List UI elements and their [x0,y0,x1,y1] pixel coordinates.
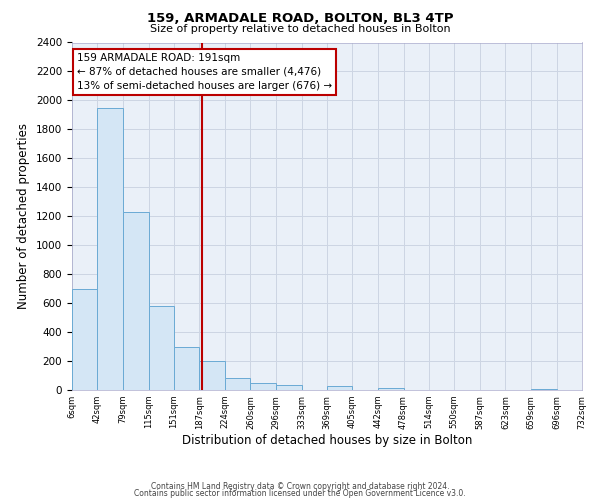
Text: Contains public sector information licensed under the Open Government Licence v3: Contains public sector information licen… [134,490,466,498]
Bar [149,306,174,390]
Bar [531,388,557,390]
Text: Size of property relative to detached houses in Bolton: Size of property relative to detached ho… [149,24,451,34]
Bar [225,378,250,390]
Bar [327,386,352,390]
Text: 159 ARMADALE ROAD: 191sqm
← 87% of detached houses are smaller (4,476)
13% of se: 159 ARMADALE ROAD: 191sqm ← 87% of detac… [77,53,332,91]
Bar [378,388,404,390]
Bar [97,108,123,390]
Bar [199,361,225,390]
Bar [250,384,276,390]
Bar [123,212,149,390]
Text: Contains HM Land Registry data © Crown copyright and database right 2024.: Contains HM Land Registry data © Crown c… [151,482,449,491]
Bar [276,385,302,390]
Y-axis label: Number of detached properties: Number of detached properties [17,123,31,309]
Bar [174,346,199,390]
Bar [72,288,97,390]
Text: 159, ARMADALE ROAD, BOLTON, BL3 4TP: 159, ARMADALE ROAD, BOLTON, BL3 4TP [147,12,453,26]
X-axis label: Distribution of detached houses by size in Bolton: Distribution of detached houses by size … [182,434,472,448]
